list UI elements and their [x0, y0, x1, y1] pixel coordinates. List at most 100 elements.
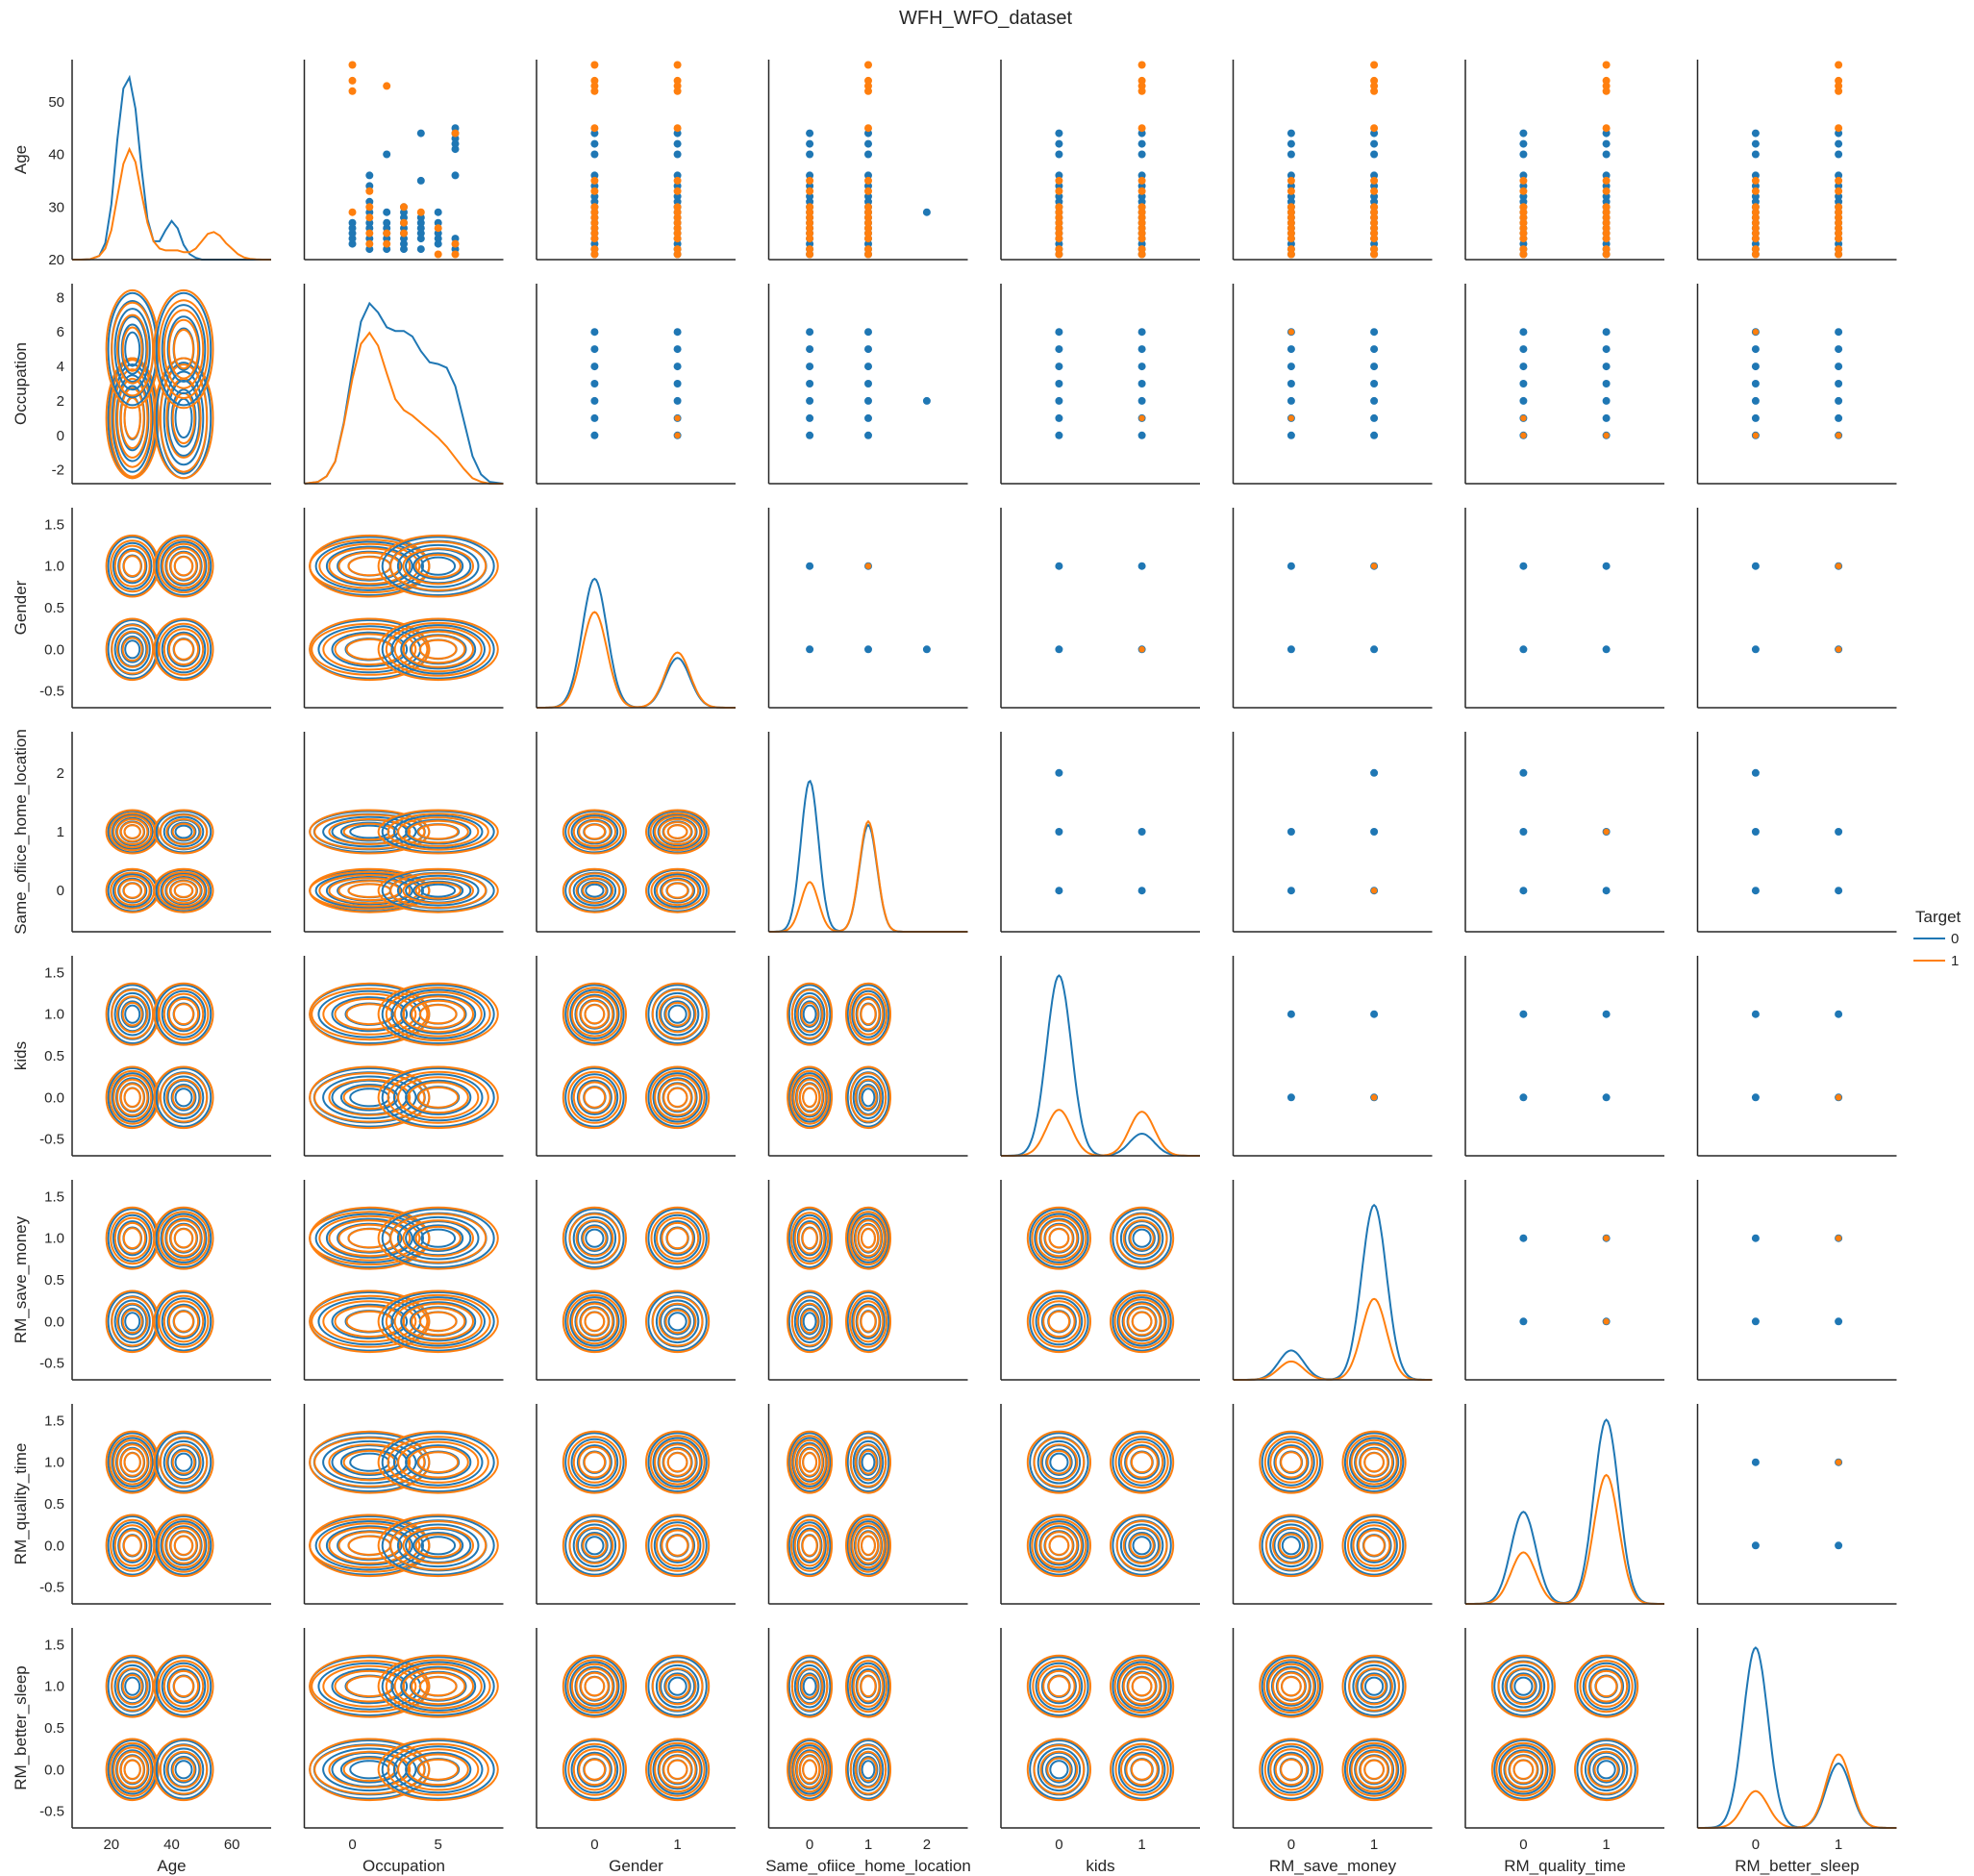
panel-occupation-vs-rm-quality-time: [1519, 328, 1611, 439]
kde-contour: [111, 813, 154, 850]
scatter-point: [1835, 171, 1843, 180]
scatter-point: [1751, 1010, 1760, 1018]
kde-contour: [397, 1748, 480, 1791]
kde-contour: [1034, 1213, 1085, 1263]
scatter-point: [1602, 187, 1611, 195]
kde-contour: [800, 1001, 819, 1027]
kde-contour: [1350, 1521, 1398, 1570]
kde-contour: [787, 1289, 834, 1354]
kde-contour: [159, 1437, 209, 1488]
kde-contour: [1269, 1748, 1313, 1791]
kde-contour: [155, 1515, 212, 1576]
kde-contour: [377, 617, 499, 682]
kde-contour: [124, 1312, 141, 1332]
panel-occupation-vs-occupation: [304, 301, 504, 485]
kde-contour: [392, 814, 484, 849]
x-tick-label: 0: [1287, 1837, 1295, 1853]
kde-contour: [1579, 1660, 1634, 1713]
scatter-point: [1137, 213, 1146, 222]
kde-contour: [414, 1225, 462, 1251]
kde-contour: [854, 1443, 883, 1482]
kde-contour: [1118, 1298, 1166, 1345]
scatter-point: [864, 197, 872, 206]
scatter-point: [1370, 235, 1379, 243]
scatter-point: [1055, 345, 1063, 354]
kde-contour: [1501, 1663, 1546, 1709]
scatter-point: [1370, 380, 1379, 388]
kde-contour: [658, 995, 697, 1034]
kde-contour: [119, 1083, 145, 1113]
kde-contour: [402, 1526, 475, 1564]
scatter-point: [1370, 431, 1379, 439]
kde-contour: [165, 818, 202, 845]
kde-contour: [845, 1289, 891, 1354]
kde-contour: [381, 810, 495, 854]
scatter-point: [806, 213, 814, 222]
x-axis-label: Age: [157, 1857, 186, 1875]
kde-contour: [581, 1224, 609, 1252]
x-tick-label: 1: [1137, 1837, 1145, 1853]
kde-contour: [664, 1309, 690, 1335]
kde-contour: [652, 1744, 703, 1795]
kde-contour: [165, 1526, 202, 1564]
scatter-point: [1602, 150, 1611, 159]
kde-contour: [585, 883, 605, 898]
kde-contour: [112, 1746, 153, 1793]
kde-contour: [1114, 1436, 1169, 1489]
kde-contour: [318, 874, 421, 908]
kde-contour: [1341, 1430, 1407, 1494]
kde-contour: [1129, 1533, 1155, 1559]
kde-contour: [658, 1750, 697, 1788]
scatter-point: [1370, 203, 1379, 212]
scatter-point: [864, 76, 872, 85]
scatter-point: [590, 328, 599, 337]
scatter-point: [1751, 1234, 1760, 1242]
scatter-point: [1602, 139, 1611, 148]
kde-contour: [1026, 1206, 1092, 1270]
kde-contour: [860, 1675, 877, 1698]
kde-contour: [1115, 1213, 1168, 1263]
kde-contour: [418, 1676, 458, 1697]
kde-contour: [1039, 1526, 1079, 1564]
kde-contour: [402, 1302, 475, 1340]
kde-contour: [790, 1518, 830, 1572]
kde-contour: [792, 1438, 827, 1486]
scatter-point: [365, 235, 374, 243]
scatter-point: [1370, 197, 1379, 206]
kde-contour: [400, 629, 477, 670]
scatter-point: [806, 139, 814, 148]
kde-contour: [377, 1654, 499, 1718]
kde-contour: [792, 1746, 827, 1793]
scatter-point: [1835, 646, 1842, 653]
scatter-point: [451, 250, 460, 259]
kde-contour: [309, 1654, 431, 1718]
scatter-point: [1055, 213, 1063, 222]
x-axis-label: Same_ofiice_home_location: [765, 1857, 971, 1875]
scatter-point: [1287, 129, 1295, 138]
kde-contour: [407, 1081, 469, 1114]
kde-contour: [575, 1219, 614, 1258]
kde-contour: [112, 368, 153, 468]
kde-contour: [1037, 1300, 1082, 1343]
scatter-point: [1751, 380, 1760, 388]
kde-contour: [1265, 1661, 1317, 1712]
x-tick-label: 40: [163, 1837, 180, 1853]
kde-contour: [124, 639, 141, 660]
kde-contour: [331, 1303, 409, 1339]
kde-contour: [645, 1289, 711, 1354]
scatter-point: [434, 250, 442, 259]
kde-contour: [393, 1663, 483, 1710]
kde-contour: [155, 291, 212, 407]
kde-contour: [787, 1430, 834, 1494]
kde-contour: [387, 813, 489, 851]
scatter-point: [1370, 413, 1379, 422]
kde-contour: [578, 1081, 612, 1114]
kde-contour: [116, 995, 149, 1034]
kde-contour: [169, 551, 198, 581]
panel-rm-quality-time-vs-same-ofiice-home-location: [787, 1430, 891, 1578]
kde-contour: [584, 1676, 606, 1697]
scatter-point: [1287, 396, 1295, 405]
kde-contour: [309, 1206, 431, 1270]
scatter-point: [864, 239, 872, 248]
kde-curve-0: [304, 301, 504, 485]
